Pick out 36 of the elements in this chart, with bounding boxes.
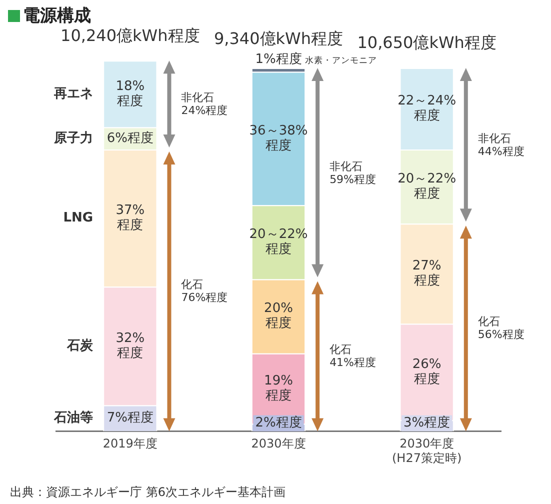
annotation: 化石 41%程度 <box>330 343 376 370</box>
annotation: 9,340億kWh程度 <box>214 29 344 48</box>
x-tick-label: 2030年度 (H27策定時) <box>392 436 462 465</box>
annotation: 非化石 24%程度 <box>181 91 228 118</box>
data-label: 20～22% 程度 <box>249 227 308 258</box>
annotation: 10,240億kWh程度 <box>60 26 200 45</box>
data-label: 1%程度 <box>255 50 302 67</box>
series-label: 原子力 <box>53 130 94 146</box>
series-label: LNG <box>63 210 94 226</box>
data-label: 37% 程度 <box>116 202 145 233</box>
data-label: 20% 程度 <box>264 301 293 332</box>
annotation: 10,650億kWh程度 <box>357 33 496 52</box>
data-label: 22～24% 程度 <box>398 94 456 124</box>
data-label: 26% 程度 <box>412 356 442 387</box>
data-label: 3%程度 <box>404 414 450 431</box>
data-label: 2%程度 <box>255 414 302 431</box>
annotation: 非化石 44%程度 <box>478 132 524 158</box>
data-label: 36～38% 程度 <box>249 123 308 154</box>
annotation: 化石 56%程度 <box>478 315 524 342</box>
chart-title: 電源構成 <box>23 5 91 27</box>
data-label: 18% 程度 <box>116 78 145 109</box>
data-label: 27% 程度 <box>412 258 442 289</box>
data-label: 32% 程度 <box>116 330 145 361</box>
series-label: 石油等 <box>53 410 94 426</box>
data-label: 7%程度 <box>106 410 154 426</box>
series-label: 石炭 <box>66 338 94 354</box>
series-label: 再エネ <box>53 86 94 102</box>
series-label: 水素・アンモニア <box>304 54 377 66</box>
x-tick-label: 2019年度 <box>102 436 158 451</box>
data-label: 20～22% 程度 <box>398 171 456 202</box>
annotation: 非化石 59%程度 <box>330 160 376 186</box>
source-note: 出典：資源エネルギー庁 第6次エネルギー基本計画 <box>10 484 286 501</box>
data-label: 19% 程度 <box>264 373 293 404</box>
annotation: 化石 76%程度 <box>181 278 228 304</box>
data-label: 6%程度 <box>106 130 154 146</box>
x-tick-label: 2030年度 <box>251 436 306 451</box>
